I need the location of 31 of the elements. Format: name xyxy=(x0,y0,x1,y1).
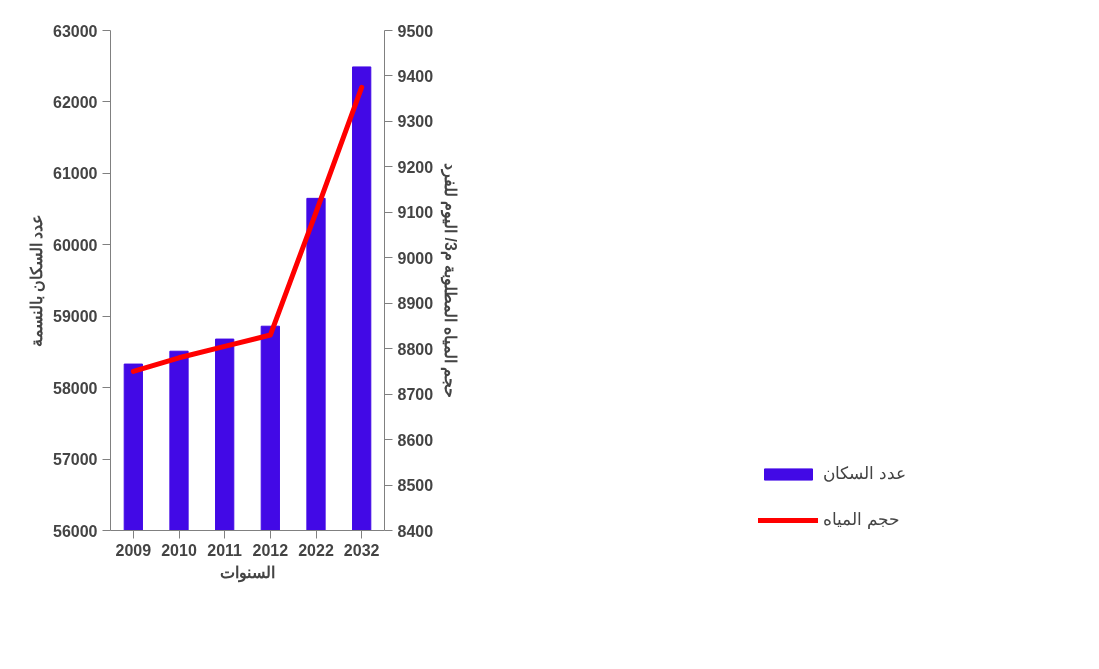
legend-label: حجم المياه xyxy=(823,509,902,530)
y2-tick-label: 9000 xyxy=(397,249,434,267)
y2-tick-label: 9200 xyxy=(397,158,434,176)
y-tick-label: 58000 xyxy=(53,379,98,397)
x-tick-label: 2022 xyxy=(298,541,334,559)
y2-tick-label: 8500 xyxy=(397,477,434,495)
y2-tick-label: 8600 xyxy=(397,431,434,449)
y2-tick-label: 9300 xyxy=(397,113,434,131)
y2-tick-label: 9100 xyxy=(397,204,434,222)
x-tick-label: 2011 xyxy=(207,541,243,559)
y-tick-label: 56000 xyxy=(53,522,98,540)
y-tick-label: 60000 xyxy=(53,236,98,254)
y-tick-label: 59000 xyxy=(53,308,98,326)
y2-tick-label: 8700 xyxy=(397,386,434,404)
y2-axis-title: حجم المياه المطلوبة م3/ اليوم للفرد xyxy=(439,162,459,399)
x-tick-label: 2012 xyxy=(252,541,289,559)
y2-tick-label: 9500 xyxy=(397,22,434,40)
y2-tick-label: 8900 xyxy=(397,295,434,313)
y-axis-title: عدد السكان بالنسمة xyxy=(28,213,46,348)
y2-tick-label: 8800 xyxy=(397,340,434,358)
x-tick-label: 2032 xyxy=(343,541,380,559)
y2-tick-label: 8400 xyxy=(397,522,434,540)
y-tick-label: 62000 xyxy=(53,93,98,111)
legend-label: عدد السكان xyxy=(823,463,908,484)
x-tick-label: 2009 xyxy=(115,541,152,559)
y-tick-label: 57000 xyxy=(53,451,98,469)
x-tick-label: 2010 xyxy=(161,541,197,559)
y2-tick-label: 9400 xyxy=(397,67,434,85)
y-tick-label: 63000 xyxy=(53,22,98,40)
y-tick-label: 61000 xyxy=(53,165,98,183)
x-axis-title: السنوات xyxy=(220,563,275,583)
